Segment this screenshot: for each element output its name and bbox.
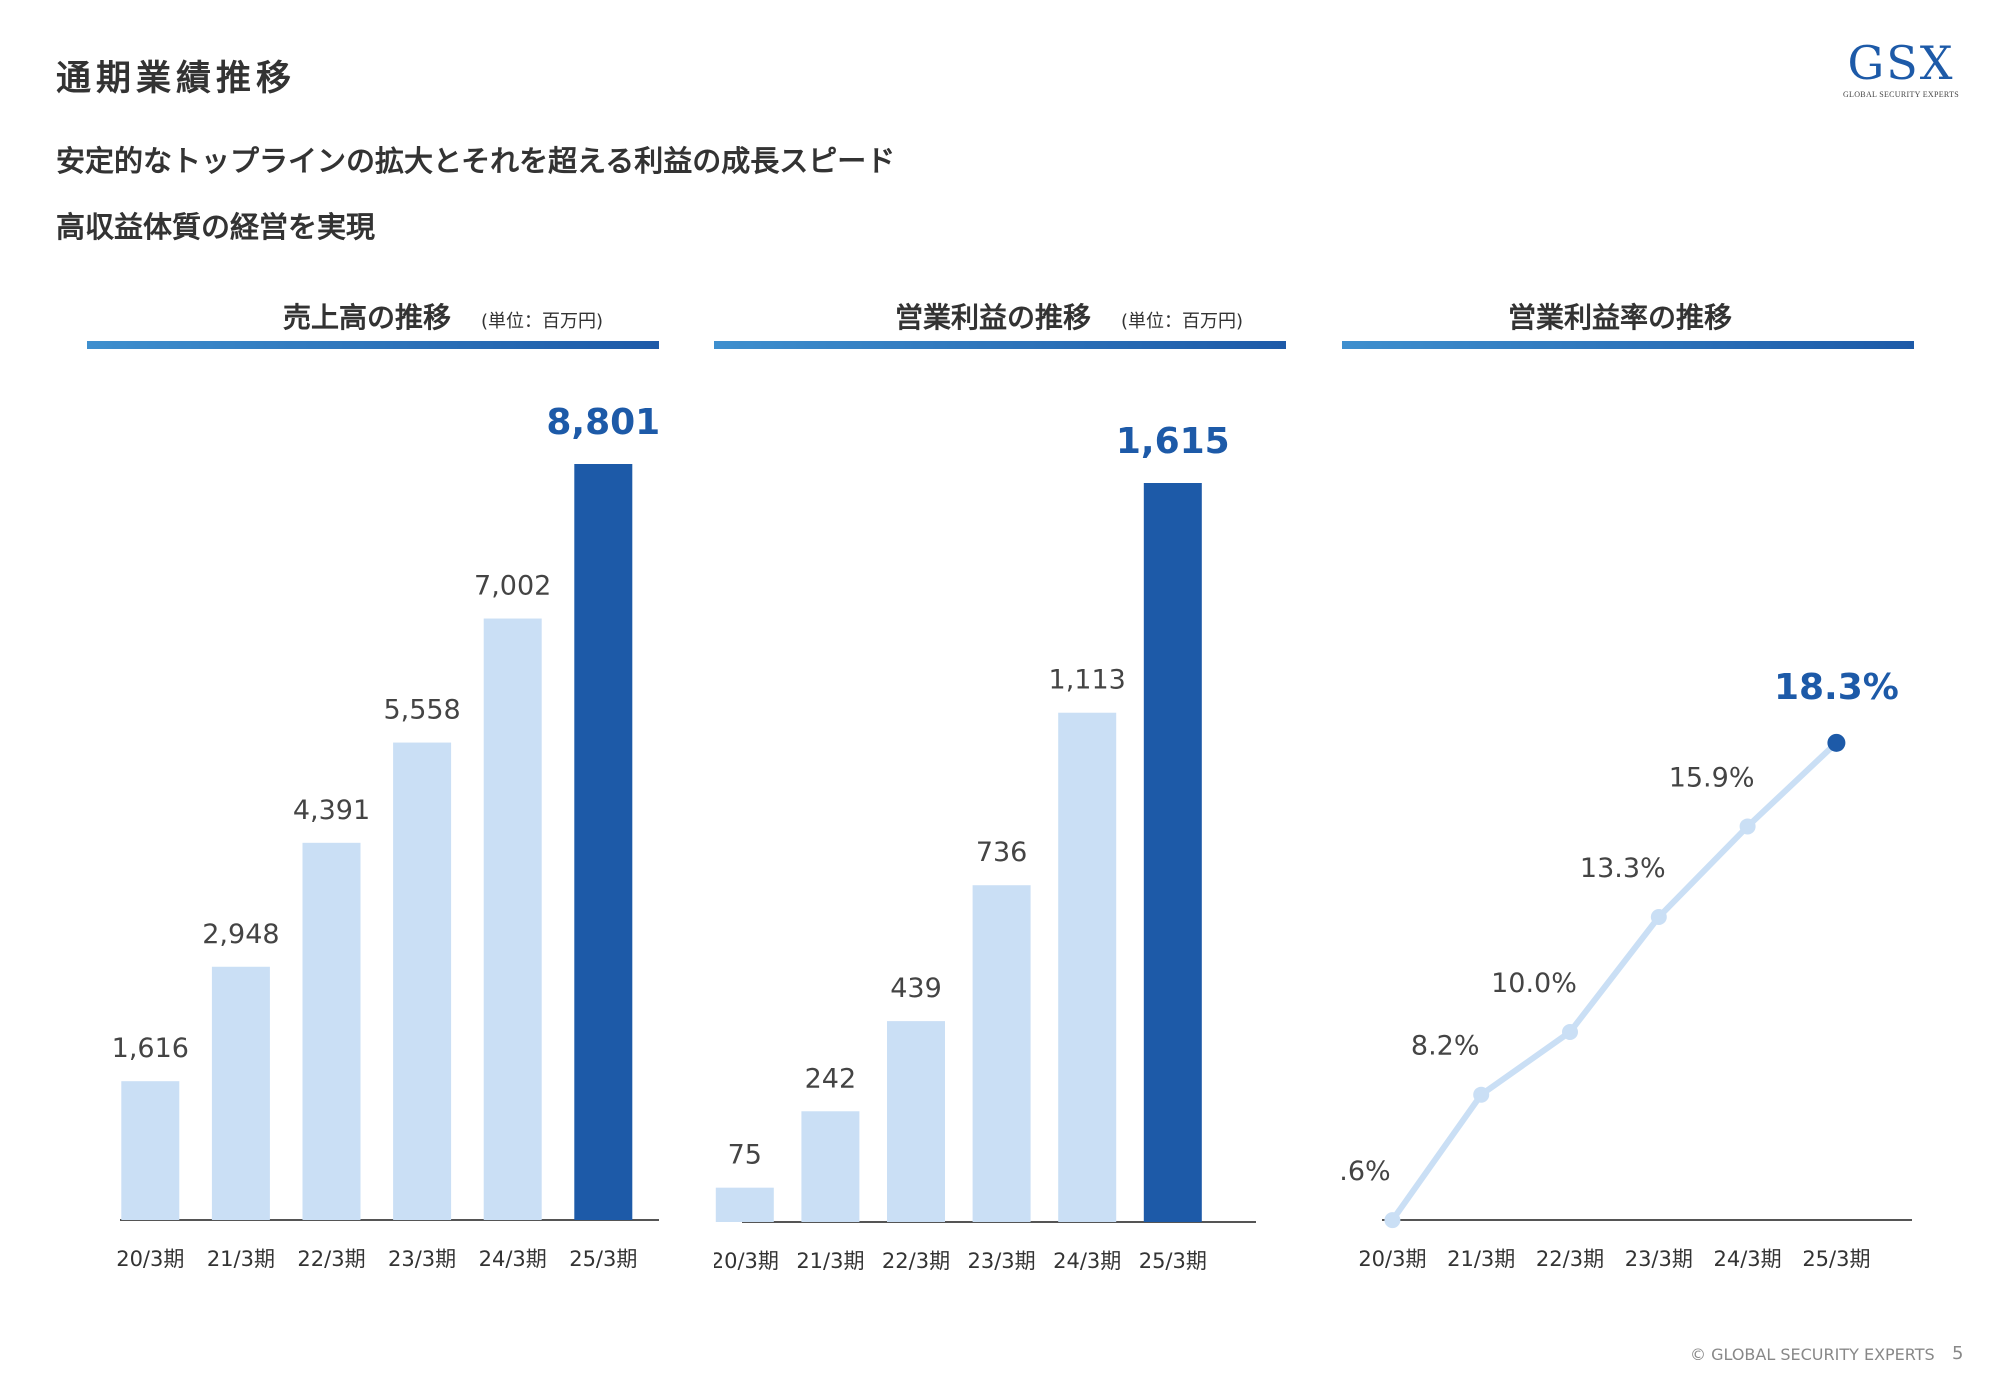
- bar-highlight: [574, 464, 633, 1220]
- x-tick-label: 25/3期: [1802, 1247, 1870, 1271]
- operating-profit-unit-label: (単位：百万円): [1121, 311, 1244, 332]
- data-label: 18.3%: [1774, 667, 1899, 708]
- subtitle-line-2: 高収益体質の経営を実現: [56, 210, 376, 244]
- x-tick-label: 21/3期: [1447, 1247, 1515, 1271]
- x-tick-label: 23/3期: [1625, 1247, 1693, 1271]
- footer-copyright: © GLOBAL SECURITY EXPERTS: [1690, 1345, 1935, 1364]
- data-point: [1650, 909, 1667, 926]
- revenue-unit-label: (単位：百万円): [481, 311, 604, 332]
- x-tick-label: 22/3期: [297, 1247, 365, 1271]
- revenue-chart-title: 売上高の推移: [283, 301, 452, 334]
- bar: [393, 742, 452, 1220]
- data-point: [1562, 1024, 1578, 1040]
- x-tick-label: 23/3期: [388, 1247, 456, 1271]
- data-label: 8,801: [546, 402, 659, 443]
- data-label: 15.9%: [1669, 762, 1755, 793]
- x-tick-label: 21/3期: [207, 1247, 275, 1271]
- data-label: 10.0%: [1491, 968, 1577, 999]
- operating-profit-bar-chart: 20/3期 21/3期 22/3期 23/3期 24/3期 25/3期 75 242 439 73…: [714, 421, 1256, 1273]
- x-tick-label: 23/3期: [968, 1249, 1036, 1273]
- data-point: [1384, 1212, 1401, 1229]
- data-point: [1473, 1086, 1490, 1103]
- data-label: 1,113: [1049, 665, 1126, 696]
- x-tick-label: 24/3期: [1714, 1247, 1782, 1271]
- x-tick-label: 20/3期: [1358, 1247, 1426, 1271]
- data-label: 75: [728, 1140, 762, 1171]
- bar: [302, 842, 361, 1220]
- series-line: [1389, 740, 1839, 1222]
- operating-margin-line-chart: 20/3期 21/3期 22/3期 23/3期 24/3期 25/3期 4.6% 8.2% 10…: [1342, 667, 1912, 1271]
- operating-profit-panel-rule: [714, 341, 1286, 349]
- bar: [715, 1187, 774, 1222]
- logo-mark: GSX: [1847, 36, 1955, 90]
- bar: [121, 1081, 180, 1220]
- data-label: 242: [805, 1063, 857, 1094]
- data-label: 4,391: [293, 795, 370, 826]
- revenue-panel-rule: [87, 341, 659, 349]
- x-tick-label: 24/3期: [479, 1247, 547, 1271]
- bar: [801, 1111, 860, 1222]
- operating-profit-panel-title: 営業利益の推移 (単位：百万円): [895, 296, 1243, 336]
- data-point: [1739, 818, 1756, 835]
- logo-tagline: GLOBAL SECURITY EXPERTS: [1842, 90, 1960, 99]
- subtitle-line-1: 安定的なトップラインの拡大とそれを超える利益の成長スピード: [56, 144, 896, 178]
- margin-panel-title: 営業利益率の推移: [1508, 296, 1732, 336]
- data-label: 439: [890, 973, 942, 1004]
- bar: [483, 618, 542, 1220]
- bar: [972, 885, 1031, 1222]
- revenue-bar-chart: 20/3期 21/3期 22/3期 23/3期 24/3期 25/3期 1,616 2,948…: [112, 402, 659, 1271]
- bar: [887, 1021, 945, 1222]
- data-point-highlight: [1827, 733, 1846, 752]
- x-tick-label: 20/3期: [714, 1249, 779, 1273]
- x-tick-label: 24/3期: [1053, 1249, 1121, 1273]
- x-tick-label: 20/3期: [116, 1247, 184, 1271]
- x-tick-label: 25/3期: [1139, 1249, 1207, 1273]
- data-label: 4.6%: [1342, 1156, 1391, 1187]
- margin-chart-title: 営業利益率の推移: [1508, 301, 1733, 334]
- data-label: 8.2%: [1411, 1031, 1480, 1062]
- data-label: 13.3%: [1580, 853, 1666, 884]
- bar: [211, 966, 270, 1220]
- bar-highlight: [1143, 483, 1202, 1222]
- bar: [1058, 712, 1117, 1222]
- x-tick-label: 22/3期: [882, 1249, 950, 1273]
- data-label: 736: [976, 837, 1028, 868]
- revenue-panel-title: 売上高の推移 (単位：百万円): [283, 296, 603, 336]
- data-label: 1,615: [1116, 421, 1230, 462]
- data-label: 5,558: [383, 695, 460, 726]
- x-tick-label: 25/3期: [569, 1247, 637, 1271]
- data-label: 2,948: [202, 919, 279, 950]
- page-title: 通期業績推移: [56, 59, 297, 99]
- x-tick-label: 22/3期: [1536, 1247, 1604, 1271]
- operating-profit-chart-title: 営業利益の推移: [895, 301, 1092, 334]
- margin-panel-rule: [1342, 341, 1914, 349]
- gsx-logo: GSX GLOBAL SECURITY EXPERTS: [1842, 40, 1960, 99]
- footer-page-number: 5: [1952, 1343, 1964, 1364]
- data-label: 1,616: [112, 1033, 189, 1064]
- x-tick-label: 21/3期: [796, 1249, 864, 1273]
- data-label: 7,002: [474, 571, 551, 602]
